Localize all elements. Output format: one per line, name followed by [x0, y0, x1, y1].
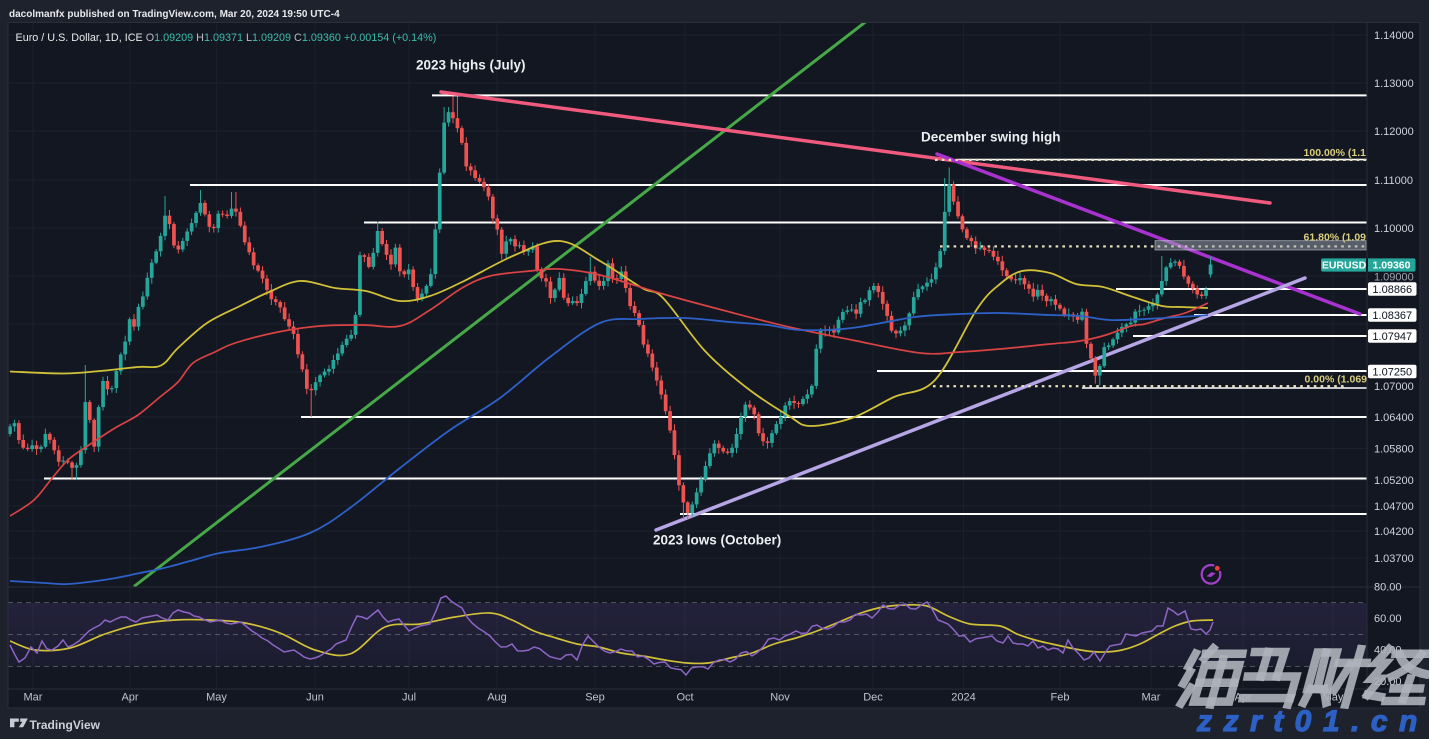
svg-text:1.03700: 1.03700 — [1374, 553, 1414, 565]
svg-text:1.07000: 1.07000 — [1374, 381, 1414, 393]
svg-text:Feb: Feb — [1051, 692, 1070, 704]
svg-text:Apr: Apr — [121, 692, 138, 704]
svg-text:dacolmanfx published on Tradin: dacolmanfx published on TradingView.com,… — [9, 9, 340, 20]
svg-text:Mar: Mar — [1142, 692, 1161, 704]
svg-text:1.05800: 1.05800 — [1374, 443, 1414, 455]
svg-text:Dec: Dec — [863, 692, 883, 704]
svg-text:2023 highs (July): 2023 highs (July) — [416, 58, 526, 73]
svg-text:Euro / U.S. Dollar, 1D, ICE O: Euro / U.S. Dollar, 1D, ICE O1.09209 H1.… — [16, 32, 437, 44]
svg-text:100.00% (1.1: 100.00% (1.1 — [1304, 147, 1367, 159]
svg-text:Sep: Sep — [585, 692, 605, 704]
svg-text:Mar: Mar — [24, 692, 43, 704]
svg-text:1.05200: 1.05200 — [1374, 475, 1414, 487]
svg-text:1.04200: 1.04200 — [1374, 526, 1414, 538]
svg-text:1.04700: 1.04700 — [1374, 501, 1414, 513]
svg-text:zzrt01.cn: zzrt01.cn — [1196, 705, 1429, 738]
svg-text:1.08866: 1.08866 — [1372, 284, 1412, 296]
svg-text:1.10000: 1.10000 — [1374, 223, 1414, 235]
svg-text:1.14000: 1.14000 — [1374, 30, 1414, 42]
svg-text:2023 lows (October): 2023 lows (October) — [653, 533, 781, 548]
svg-text:61.80% (1.09: 61.80% (1.09 — [1304, 232, 1367, 244]
svg-text:1.08367: 1.08367 — [1372, 310, 1412, 322]
svg-text:2024: 2024 — [951, 692, 975, 704]
svg-text:Nov: Nov — [770, 692, 790, 704]
svg-text:1.07250: 1.07250 — [1372, 366, 1412, 378]
svg-text:80.00: 80.00 — [1374, 581, 1402, 593]
svg-text:1.11000: 1.11000 — [1374, 175, 1413, 187]
svg-text:May: May — [206, 692, 227, 704]
svg-text:1.07947: 1.07947 — [1372, 331, 1412, 343]
svg-text:TradingView: TradingView — [30, 718, 101, 732]
svg-text:1.12000: 1.12000 — [1374, 126, 1414, 138]
svg-text:Oct: Oct — [676, 692, 693, 704]
svg-text:0.00% (1.069: 0.00% (1.069 — [1305, 374, 1368, 386]
svg-text:1.13000: 1.13000 — [1374, 78, 1414, 90]
svg-text:December swing high: December swing high — [921, 130, 1061, 145]
svg-text:EURUSD: EURUSD — [1322, 259, 1367, 271]
svg-text:1.09000: 1.09000 — [1374, 271, 1414, 283]
svg-text:1.09360: 1.09360 — [1373, 259, 1411, 271]
svg-text:Jun: Jun — [306, 692, 324, 704]
svg-text:Aug: Aug — [487, 692, 507, 704]
svg-text:60.00: 60.00 — [1374, 613, 1402, 625]
svg-text:Jul: Jul — [402, 692, 416, 704]
svg-text:1.06400: 1.06400 — [1374, 412, 1414, 424]
